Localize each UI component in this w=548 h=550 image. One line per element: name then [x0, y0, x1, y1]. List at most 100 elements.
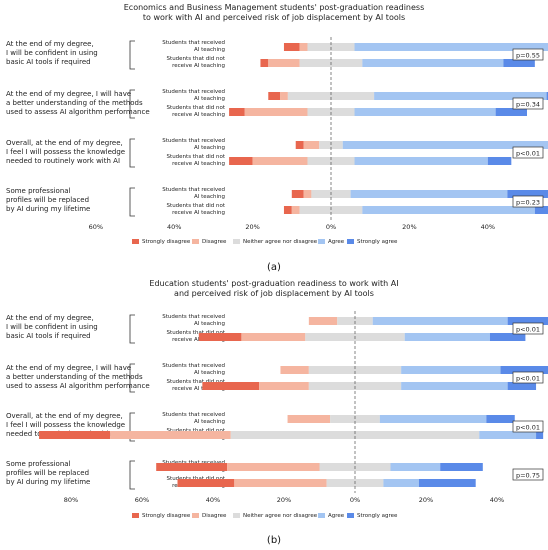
question-label: Overall, at the end of my degree, I feel … [6, 139, 125, 165]
bar-segment-strongly-agree [507, 317, 548, 325]
legend-label: Neither agree nor disagree [243, 239, 318, 245]
bar-segment-agree [362, 206, 535, 214]
bar-segment-strongly-agree [500, 366, 548, 374]
group-bracket [129, 40, 135, 70]
legend-label: Neither agree nor disagree [243, 513, 318, 519]
x-tick-label: 20% [402, 223, 416, 231]
bar-segment-disagree [303, 190, 312, 198]
question-label: Some professional profiles will be replac… [6, 460, 90, 486]
bar-segment-agree [401, 382, 508, 390]
x-tick-label: 40% [490, 496, 504, 504]
p-value-box [512, 195, 544, 208]
bar-segment-disagree [299, 43, 308, 51]
x-tick-label: 40% [167, 223, 181, 231]
bar-segment-neither-agree-nor-disagree [307, 157, 355, 165]
legend-swatch [347, 239, 354, 244]
group-bracket [129, 460, 135, 490]
bar-segment-disagree [268, 59, 300, 67]
bar-segment-strongly-disagree [295, 141, 304, 149]
bar-segment-disagree [287, 415, 331, 423]
legend-label: Strongly disagree [142, 239, 191, 245]
group-bracket [129, 89, 135, 119]
bar-segment-disagree [308, 317, 338, 325]
bar-segment-agree [372, 317, 508, 325]
legend-label: Disagree [202, 513, 227, 519]
bar-segment-agree [354, 157, 488, 165]
bar-segment-disagree [252, 157, 308, 165]
legend-swatch [192, 239, 199, 244]
bar-segment-strongly-agree [546, 92, 548, 100]
x-tick-label: 0% [326, 223, 336, 231]
p-value: p=0.55 [516, 52, 540, 60]
legend-label: Agree [328, 513, 345, 519]
bar-segment-strongly-agree [440, 463, 483, 471]
bar-segment-agree [350, 190, 508, 198]
bar-segment-strongly-disagree [283, 206, 292, 214]
chart-panel-2: Education students' post-graduation read… [6, 279, 548, 546]
bar-segment-strongly-disagree [260, 59, 269, 67]
x-tick-label: 60% [135, 496, 149, 504]
bar-segment-strongly-disagree [229, 108, 245, 116]
bar-segment-strongly-agree [486, 415, 515, 423]
bar-segment-agree [390, 463, 441, 471]
bar-segment-disagree [227, 463, 320, 471]
group-bracket [129, 138, 135, 168]
bar-segment-neither-agree-nor-disagree [230, 431, 480, 439]
question-group: At the end of my degree, I will be confid… [6, 314, 548, 344]
bar-segment-disagree [259, 382, 309, 390]
legend-swatch [132, 513, 139, 518]
x-tick-label: 80% [64, 496, 78, 504]
legend-label: Disagree [202, 239, 227, 245]
question-label: Some professional profiles will be replac… [6, 187, 90, 213]
bar-segment-strongly-disagree [291, 190, 304, 198]
bar-segment-strongly-disagree [198, 333, 242, 341]
bar-segment-disagree [291, 206, 300, 214]
bar-segment-strongly-agree [503, 59, 535, 67]
x-tick-label: 60% [89, 223, 103, 231]
bar-segment-strongly-agree [507, 382, 537, 390]
bar-segment-agree [354, 108, 496, 116]
group-bracket [129, 314, 135, 344]
x-tick-label: 20% [245, 223, 259, 231]
p-value-box [512, 468, 544, 481]
bar-segment-strongly-agree [507, 190, 548, 198]
group-bracket [129, 187, 135, 217]
chart-title: Education students' post-graduation read… [149, 279, 398, 298]
p-value: p=0.23 [516, 199, 540, 207]
p-value: p<0.01 [516, 375, 540, 383]
bar-segment-strongly-disagree [229, 157, 253, 165]
bar-segment-strongly-agree [418, 479, 476, 487]
bar-segment-strongly-agree [495, 108, 527, 116]
bar-segment-agree [404, 333, 490, 341]
bar-segment-agree [379, 415, 487, 423]
bar-segment-agree [401, 366, 501, 374]
bar-segment-disagree [244, 108, 308, 116]
group-bracket [129, 363, 135, 393]
bar-segment-agree [342, 141, 548, 149]
bar-segment-strongly-disagree [283, 43, 300, 51]
bar-segment-disagree [280, 366, 309, 374]
p-value-box [512, 97, 544, 110]
question-label: At the end of my degree, I will have a be… [6, 364, 150, 390]
p-value-box [512, 371, 544, 384]
bar-segment-disagree [241, 333, 306, 341]
bar-segment-strongly-agree [536, 431, 544, 439]
legend-label: Strongly agree [357, 513, 398, 519]
question-group: Some professional profiles will be replac… [6, 187, 548, 217]
bar-segment-neither-agree-nor-disagree [308, 366, 402, 374]
x-tick-label: 40% [206, 496, 220, 504]
legend-swatch [347, 513, 354, 518]
bar-segment-strongly-agree [534, 206, 548, 214]
bar-segment-strongly-disagree [202, 382, 260, 390]
p-value-box [512, 322, 544, 335]
p-value-box [512, 420, 544, 433]
legend-swatch [233, 513, 240, 518]
legend-swatch [318, 513, 325, 518]
x-tick-label: 20% [419, 496, 433, 504]
bar-segment-neither-agree-nor-disagree [287, 92, 375, 100]
